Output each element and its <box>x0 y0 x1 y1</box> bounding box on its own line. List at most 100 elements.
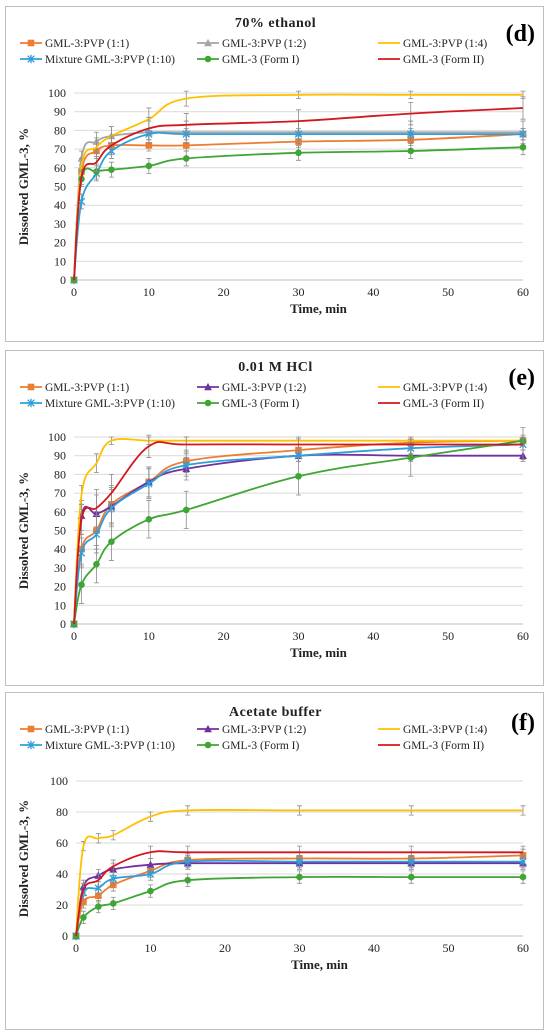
panel-letter: (d) <box>506 21 535 47</box>
x-tick-label: 60 <box>517 941 529 955</box>
series-line <box>73 146 524 281</box>
series-group <box>73 434 526 625</box>
y-axis-label: Dissolved GML-3, % <box>16 472 31 589</box>
series-group <box>75 845 526 937</box>
series-line <box>73 441 524 625</box>
data-point <box>519 873 527 881</box>
data-point <box>108 166 115 173</box>
legend-label: GML-3:PVP (1:1) <box>45 382 129 394</box>
data-point <box>295 149 302 157</box>
x-tick-label: 60 <box>517 629 529 643</box>
chart-title: 0.01 M HCl <box>238 360 313 375</box>
series-line <box>73 439 524 625</box>
x-tick-label: 40 <box>367 629 379 643</box>
series-group <box>72 856 527 940</box>
x-tick-label: 60 <box>517 285 529 299</box>
y-tick-label: 10 <box>54 598 66 612</box>
legend-marker <box>27 398 35 408</box>
legend-entry: GML-3:PVP (1:2) <box>197 724 306 736</box>
y-tick-label: 100 <box>48 430 66 444</box>
data-point <box>184 876 192 884</box>
data-point <box>95 892 102 899</box>
data-point <box>406 129 415 139</box>
y-tick-label: 20 <box>54 236 66 250</box>
error-bar <box>520 96 526 120</box>
series-line <box>75 875 523 937</box>
y-tick-label: 90 <box>54 449 66 463</box>
legend-label: Mixture GML-3:PVP (1:10) <box>45 740 175 752</box>
legend-label: GML-3 (Form II) <box>403 54 484 66</box>
legend-marker <box>27 54 35 64</box>
y-tick-label: 100 <box>48 86 66 100</box>
x-axis-label: Time, min <box>291 957 349 972</box>
data-point <box>145 142 153 149</box>
chart-e-svg: 0.01 M HCl (e) GML-3:PVP (1:1) GML-3:PVP (1… <box>16 360 535 660</box>
chart-panel-e: 0.01 M HCl (e) GML-3:PVP (1:1) GML-3:PVP (1… <box>5 350 544 686</box>
x-tick-label: 40 <box>368 941 380 955</box>
y-axis-label: Dissolved GML-3, % <box>16 800 31 917</box>
legend-entry: GML-3:PVP (1:4) <box>378 382 487 394</box>
y-tick-label: 30 <box>54 217 66 231</box>
y-tick-label: 50 <box>54 180 66 194</box>
legend-entry: GML-3:PVP (1:1) <box>20 382 129 394</box>
legend-marker <box>27 383 35 391</box>
series-line <box>73 93 523 281</box>
legend-entry: GML-3:PVP (1:2) <box>197 38 306 50</box>
y-tick-label: 0 <box>60 617 66 631</box>
legend-marker <box>27 725 35 733</box>
data-point <box>519 143 527 151</box>
legend-entry: Mixture GML-3:PVP (1:10) <box>20 740 175 752</box>
legend-label: GML-3:PVP (1:4) <box>403 724 487 736</box>
data-point <box>145 162 153 170</box>
y-tick-label: 80 <box>54 123 66 137</box>
y-tick-label: 70 <box>54 486 66 500</box>
legend-marker <box>204 382 212 391</box>
series-line <box>73 438 523 625</box>
x-tick-label: 30 <box>294 941 306 955</box>
series-line <box>75 809 523 937</box>
y-tick-label: 50 <box>54 524 66 538</box>
legend-entry: GML-3 (Form I) <box>197 398 299 410</box>
data-point <box>407 873 415 881</box>
series-group <box>73 96 526 281</box>
x-tick-label: 30 <box>293 285 305 299</box>
chart-d-svg: 70% ethanol (d) GML-3:PVP (1:1) GML-3:PVP (… <box>16 16 535 316</box>
legend-entry: GML-3 (Form II) <box>378 740 484 752</box>
legend-entry: GML-3:PVP (1:1) <box>20 38 129 50</box>
data-point <box>80 898 87 906</box>
legend-entry: GML-3 (Form I) <box>197 54 299 66</box>
data-point <box>182 460 191 470</box>
y-tick-label: 40 <box>54 198 66 212</box>
data-point <box>146 869 155 879</box>
legend-marker <box>204 38 212 47</box>
x-tick-label: 0 <box>73 941 79 955</box>
chart-title: 70% ethanol <box>235 16 316 31</box>
x-axis-label: Time, min <box>290 301 348 316</box>
legend-entry: Mixture GML-3:PVP (1:10) <box>20 398 175 410</box>
data-point <box>182 155 190 162</box>
x-tick-label: 10 <box>143 285 155 299</box>
y-tick-label: 40 <box>56 867 68 881</box>
series-group <box>75 805 526 937</box>
data-point <box>295 472 302 480</box>
series-group <box>72 870 527 940</box>
x-tick-label: 40 <box>367 285 379 299</box>
legend-entry: GML-3 (Form II) <box>378 398 484 410</box>
series-line <box>73 107 524 281</box>
chart-panel-f: Acetate buffer (f) GML-3:PVP (1:1) GML-3:PV… <box>5 692 544 1030</box>
y-tick-label: 0 <box>62 929 68 943</box>
legend-marker <box>204 399 212 407</box>
data-point <box>78 581 85 589</box>
x-tick-label: 50 <box>442 629 454 643</box>
legend-entry: GML-3:PVP (1:4) <box>378 724 487 736</box>
y-axis-label: Dissolved GML-3, % <box>16 128 31 245</box>
legend-label: GML-3:PVP (1:4) <box>403 38 487 50</box>
chart-panel-d: 70% ethanol (d) GML-3:PVP (1:1) GML-3:PVP (… <box>5 6 544 342</box>
legend-label: Mixture GML-3:PVP (1:10) <box>45 398 175 410</box>
legend-label: GML-3:PVP (1:2) <box>222 382 306 394</box>
x-tick-label: 20 <box>218 629 230 643</box>
legend-label: GML-3 (Form I) <box>222 398 299 410</box>
x-tick-label: 10 <box>143 629 155 643</box>
legend-label: GML-3:PVP (1:2) <box>222 38 306 50</box>
legend-entry: GML-3:PVP (1:4) <box>378 38 487 50</box>
